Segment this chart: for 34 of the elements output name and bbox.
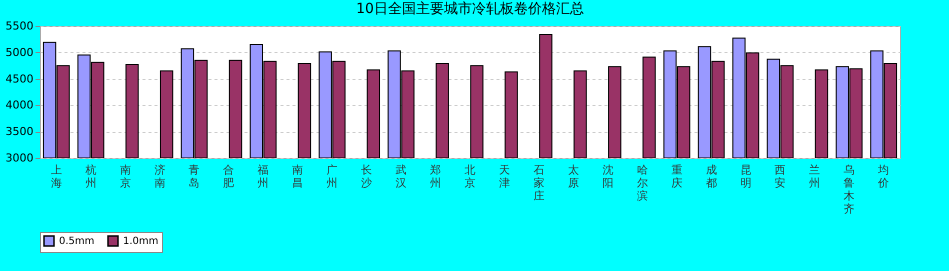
- x-tick-label: 北京: [464, 164, 476, 190]
- x-tick-label: 哈尔滨: [636, 164, 648, 202]
- x-tick-label: 均价: [877, 164, 890, 190]
- x-tick-label: 重庆: [671, 164, 682, 190]
- x-tick-label: 乌鲁木齐: [844, 164, 855, 216]
- chart-title: 10日全国主要城市冷轧板卷价格汇总: [356, 1, 584, 17]
- y-tick-label: 3000: [6, 152, 34, 164]
- y-tick-label: 3500: [6, 125, 34, 138]
- x-tick-label: 石家庄: [533, 164, 544, 202]
- x-tick-label: 杭州: [84, 164, 96, 190]
- x-tick-label: 长沙: [361, 164, 372, 190]
- x-tick-label: 济南: [154, 164, 166, 190]
- x-tick-label: 南京: [120, 164, 131, 190]
- y-tick-label: 4500: [6, 72, 34, 86]
- y-tick-label: 5000: [6, 46, 34, 59]
- x-tick-label: 天津: [498, 164, 510, 190]
- x-tick-label: 太原: [568, 164, 579, 190]
- x-tick-label: 昆明: [740, 164, 752, 190]
- x-tick-label: 兰州: [809, 164, 820, 190]
- x-tick-label: 上海: [50, 164, 62, 190]
- x-tick-label: 郑州: [430, 164, 442, 190]
- x-tick-label: 西安: [774, 164, 786, 190]
- x-tick-label: 南昌: [292, 164, 304, 190]
- legend-label: 0.5mm: [59, 236, 94, 247]
- x-tick-label: 沈阳: [602, 164, 614, 190]
- x-tick-label: 福州: [258, 164, 269, 190]
- x-tick-label: 合肥: [223, 164, 234, 190]
- x-tick-label: 青岛: [188, 164, 200, 190]
- x-tick-label: 武汉: [396, 164, 407, 190]
- x-tick-label: 广州: [326, 164, 338, 190]
- y-tick-label: 5500: [6, 20, 34, 32]
- legend-label: 1.0mm: [123, 236, 158, 247]
- y-tick-label: 4000: [6, 98, 34, 112]
- x-tick-label: 成都: [706, 164, 717, 190]
